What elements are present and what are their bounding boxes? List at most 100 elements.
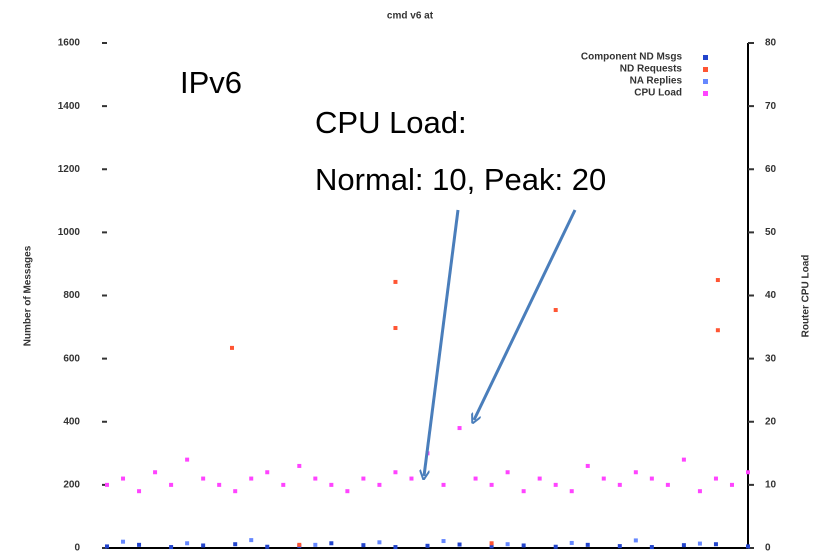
point xyxy=(713,476,718,481)
point xyxy=(553,482,558,487)
point xyxy=(601,476,606,481)
legend-swatch xyxy=(703,67,708,72)
point xyxy=(393,545,398,550)
point xyxy=(633,538,638,543)
point xyxy=(489,482,494,487)
point xyxy=(649,476,654,481)
point xyxy=(713,542,718,547)
y-tick-label: 1400 xyxy=(58,101,81,112)
point xyxy=(521,489,526,494)
point xyxy=(169,482,174,487)
point xyxy=(281,482,286,487)
point xyxy=(105,482,109,487)
point xyxy=(233,489,238,494)
point xyxy=(537,476,542,481)
y2-tick-label: 10 xyxy=(765,480,777,491)
y2-tick-label: 0 xyxy=(765,543,771,553)
point xyxy=(489,544,494,549)
point xyxy=(361,476,366,481)
point xyxy=(681,543,686,548)
point xyxy=(425,543,430,548)
point xyxy=(409,476,414,481)
point xyxy=(617,544,622,549)
y-tick-label: 600 xyxy=(63,353,80,364)
y2-tick-label: 60 xyxy=(765,164,777,175)
y2-tick-label: 80 xyxy=(765,38,777,49)
point xyxy=(553,544,558,549)
point xyxy=(201,543,206,548)
arrow xyxy=(424,209,460,476)
point xyxy=(489,541,494,546)
point xyxy=(393,326,398,331)
arrow xyxy=(474,209,577,420)
y-axis-label: Number of Messages xyxy=(23,245,34,346)
point xyxy=(345,489,350,494)
y-tick-label: 200 xyxy=(63,480,80,491)
legend-swatch xyxy=(703,79,708,84)
point xyxy=(665,482,670,487)
point xyxy=(377,482,382,487)
point xyxy=(441,482,446,487)
point xyxy=(617,482,622,487)
y2-tick-label: 40 xyxy=(765,290,777,301)
legend-label: Component ND Msgs xyxy=(581,52,683,63)
y-tick-label: 1200 xyxy=(58,164,81,175)
y2-tick-label: 50 xyxy=(765,227,777,238)
point xyxy=(265,470,270,475)
point xyxy=(569,489,574,494)
point xyxy=(201,476,206,481)
point xyxy=(521,543,526,548)
point xyxy=(729,482,734,487)
point xyxy=(649,545,654,550)
point xyxy=(249,538,254,543)
y2-tick-label: 70 xyxy=(765,101,777,112)
point xyxy=(105,544,109,549)
point xyxy=(505,542,510,547)
point xyxy=(457,426,462,431)
point xyxy=(585,542,590,547)
y2-axis-label: Router CPU Load xyxy=(801,255,812,338)
point xyxy=(505,470,510,475)
y-tick-label: 400 xyxy=(63,416,80,427)
point xyxy=(329,482,334,487)
point xyxy=(393,279,398,284)
point xyxy=(569,540,574,545)
point xyxy=(185,541,190,546)
point xyxy=(361,543,366,548)
point xyxy=(633,470,638,475)
point xyxy=(249,476,254,481)
point xyxy=(697,541,702,546)
point xyxy=(217,482,222,487)
y-tick-label: 0 xyxy=(74,543,80,553)
point xyxy=(169,545,174,550)
point xyxy=(265,544,270,549)
legend-label: CPU Load xyxy=(634,88,682,99)
annotation: IPv6 xyxy=(180,65,242,100)
y-tick-label: 800 xyxy=(63,290,80,301)
point xyxy=(457,542,462,547)
legend-swatch xyxy=(703,91,708,96)
point xyxy=(313,542,318,547)
point xyxy=(233,542,238,547)
y-tick-label: 1000 xyxy=(58,227,81,238)
point xyxy=(746,470,750,475)
point xyxy=(137,489,142,494)
point xyxy=(297,542,302,547)
point xyxy=(585,463,590,468)
annotation: CPU Load: xyxy=(315,105,467,140)
point xyxy=(121,539,126,544)
y-tick-label: 1600 xyxy=(58,38,81,49)
point xyxy=(715,328,720,333)
annotation: Normal: 10, Peak: 20 xyxy=(315,162,606,197)
point xyxy=(715,278,720,283)
point xyxy=(313,476,318,481)
point xyxy=(746,544,750,549)
point xyxy=(229,345,234,350)
point xyxy=(681,457,686,462)
legend-label: ND Requests xyxy=(620,64,683,75)
point xyxy=(329,541,334,546)
y2-tick-label: 30 xyxy=(765,353,777,364)
y2-tick-label: 20 xyxy=(765,416,777,427)
point xyxy=(377,540,382,545)
